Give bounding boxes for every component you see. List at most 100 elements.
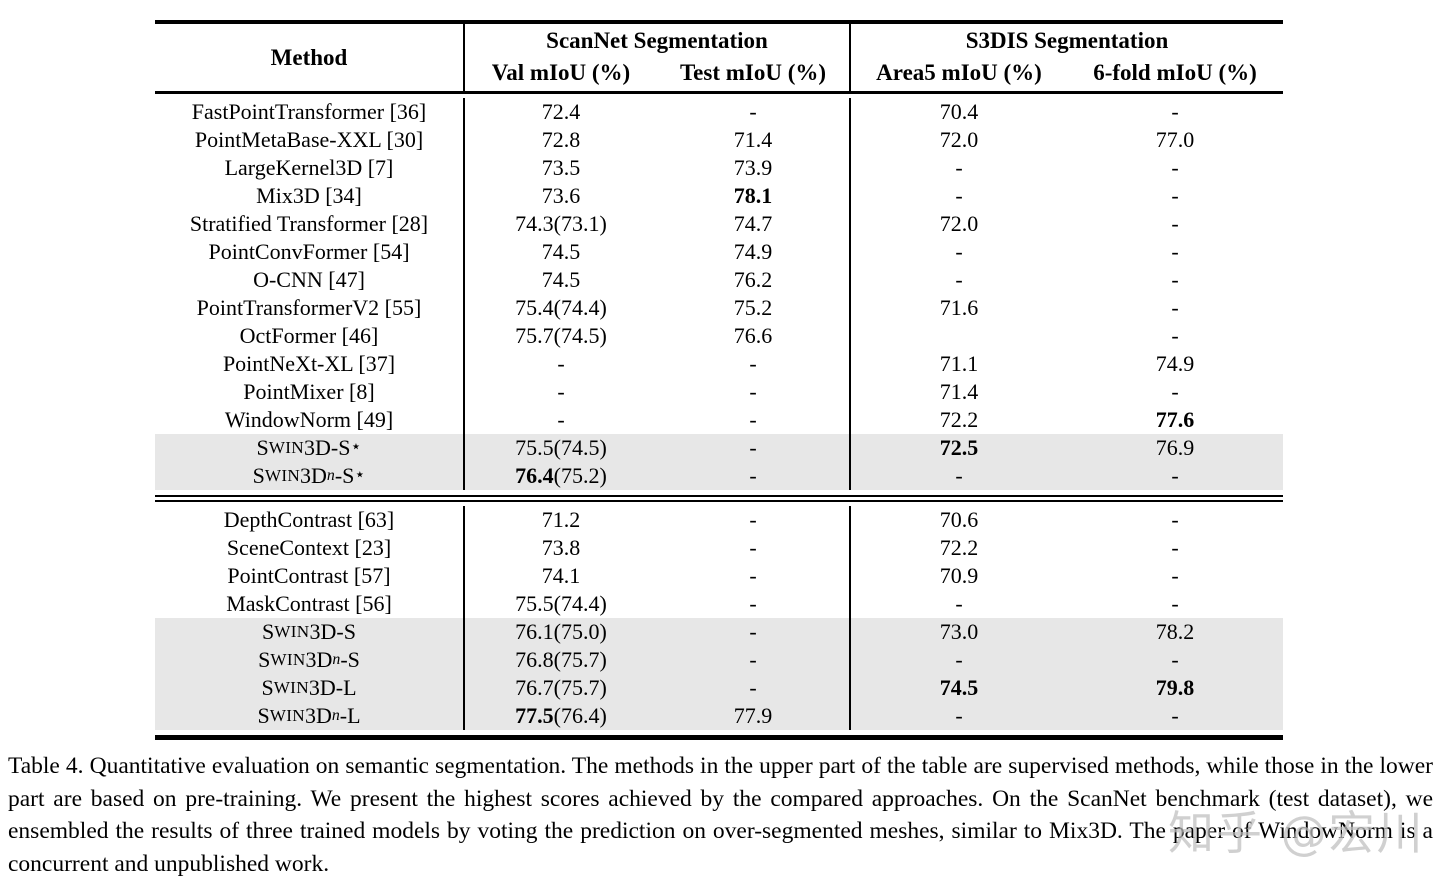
metric-value: - bbox=[1171, 239, 1179, 264]
metric-group: -- bbox=[849, 182, 1283, 210]
method-name: PointMetaBase-XXL [30] bbox=[194, 127, 424, 152]
header-test-miou: Test mIoU (%) bbox=[679, 60, 827, 85]
table-row: S WIN 3D-S ⋆ 75.5(74.5) - 72.5 76.9 bbox=[155, 434, 1283, 462]
table-row: OctFormer [46] 75.7(74.5) 76.6 - bbox=[155, 322, 1283, 350]
metric-value: 76.7(75.7) bbox=[515, 675, 607, 700]
metric-value: - bbox=[749, 463, 757, 488]
metric-group: 71.1 74.9 bbox=[849, 350, 1283, 378]
table-row: S WIN 3D-S 76.1(75.0) - 73.0 78.2 bbox=[155, 618, 1283, 646]
metric-group: 72.8 71.4 bbox=[463, 126, 849, 154]
metric-value: 77.9 bbox=[733, 703, 773, 728]
metric-value: - bbox=[1171, 99, 1179, 124]
method-name: Stratified Transformer [28] bbox=[189, 211, 429, 236]
metric-value: - bbox=[955, 647, 963, 672]
metric-value: - bbox=[749, 619, 757, 644]
table-row: WindowNorm [49] - -72.2 77.6 bbox=[155, 406, 1283, 434]
metric-value: 72.4 bbox=[541, 99, 581, 124]
metric-value: 76.9 bbox=[1155, 435, 1195, 460]
table-row: LargeKernel3D [7] 73.5 73.9- - bbox=[155, 154, 1283, 182]
metric-value: 74.5 bbox=[939, 675, 979, 700]
metric-value: 75.2 bbox=[733, 295, 773, 320]
metric-value: 71.2 bbox=[541, 507, 581, 532]
metric-group: -- bbox=[849, 154, 1283, 182]
metric-group: 73.8 - bbox=[463, 534, 849, 562]
method-name: O-CNN [47] bbox=[253, 267, 365, 292]
method-name: DepthContrast [63] bbox=[223, 507, 395, 532]
metric-group: 72.0 77.0 bbox=[849, 126, 1283, 154]
metric-group: 70.4 - bbox=[849, 98, 1283, 126]
table-section-pretraining: DepthContrast [63] 71.2-70.6- SceneContext… bbox=[155, 502, 1283, 735]
metric-value: - bbox=[1171, 703, 1179, 728]
metric-value: 71.1 bbox=[939, 351, 979, 376]
table-row: S WIN 3D n -L 77.5 (76.4) 77.9- - bbox=[155, 702, 1283, 730]
metric-group: 74.5 74.9 bbox=[463, 238, 849, 266]
model-subscript: n bbox=[332, 651, 341, 668]
header-group-s3dis: S3DIS Segmentation Area5 mIoU (%) 6-fold… bbox=[849, 24, 1283, 91]
metric-value: - bbox=[749, 435, 757, 460]
smallcaps-text: WIN bbox=[274, 622, 310, 641]
metric-value: 73.0 bbox=[939, 619, 979, 644]
metric-group: -- bbox=[849, 590, 1283, 618]
metric-value: 77.5 (76.4) bbox=[515, 703, 607, 728]
metric-value: 72.5 bbox=[939, 435, 979, 460]
metric-group: -- bbox=[463, 350, 849, 378]
method-name: LargeKernel3D [7] bbox=[224, 155, 394, 180]
metric-value: 74.1 bbox=[541, 563, 581, 588]
metric-group: -- bbox=[849, 702, 1283, 730]
metric-value: 72.0 bbox=[939, 211, 979, 236]
metric-group: 74.1 - bbox=[463, 562, 849, 590]
metric-value: - bbox=[1171, 535, 1179, 560]
method-name: SceneContext [23] bbox=[226, 535, 392, 560]
table-row: PointContrast [57] 74.1 - 70.9 - bbox=[155, 562, 1283, 590]
table-row: S WIN 3D n -S 76.8(75.7) - - - bbox=[155, 646, 1283, 674]
metric-value: 72.2 bbox=[939, 535, 979, 560]
metric-value: - bbox=[1171, 591, 1179, 616]
metric-value: 76.4 (75.2) bbox=[515, 463, 607, 488]
metric-value: - bbox=[1171, 507, 1179, 532]
smallcaps-text: WIN bbox=[269, 706, 305, 725]
model-subscript: n bbox=[326, 467, 335, 484]
method-name: S WIN 3D-L bbox=[261, 675, 357, 700]
metric-value: - bbox=[1171, 183, 1179, 208]
header-scannet-title: ScanNet Segmentation bbox=[546, 28, 768, 53]
metric-value: 75.5(74.5) bbox=[515, 435, 607, 460]
metric-value: - bbox=[955, 703, 963, 728]
metric-group: 76.8(75.7) - bbox=[463, 646, 849, 674]
metric-value: 73.5 bbox=[541, 155, 581, 180]
table-row: PointConvFormer [54] 74.5 74.9- - bbox=[155, 238, 1283, 266]
method-name: OctFormer [46] bbox=[239, 323, 379, 348]
table-caption: Table 4. Quantitative evaluation on sema… bbox=[8, 753, 1433, 877]
metric-group: 75.4(74.4) 75.2 bbox=[463, 294, 849, 322]
metric-group: -- bbox=[849, 646, 1283, 674]
table-row: DepthContrast [63] 71.2 - 70.6 - bbox=[155, 506, 1283, 534]
table-header: Method ScanNet Segmentation Val mIoU (%)… bbox=[155, 24, 1283, 94]
metric-group: -- bbox=[463, 406, 849, 434]
metric-group: 72.0 - bbox=[849, 210, 1283, 238]
metric-value: - bbox=[955, 591, 963, 616]
metric-value: - bbox=[1171, 379, 1179, 404]
metric-value: 72.0 bbox=[939, 127, 979, 152]
metric-value: - bbox=[1171, 323, 1179, 348]
metric-value: 78.1 bbox=[733, 183, 773, 208]
metric-value: - bbox=[1171, 295, 1179, 320]
table-row: S WIN 3D-L 76.7(75.7) - 74.5 79.8 bbox=[155, 674, 1283, 702]
metric-value: 76.1(75.0) bbox=[515, 619, 607, 644]
metric-value: 75.7(74.5) bbox=[515, 323, 607, 348]
metric-value: - bbox=[1171, 211, 1179, 236]
metric-group: 72.2 77.6 bbox=[849, 406, 1283, 434]
metric-value: - bbox=[749, 647, 757, 672]
method-name: FastPointTransformer [36] bbox=[191, 99, 427, 124]
header-s3dis-title: S3DIS Segmentation bbox=[965, 28, 1169, 53]
method-name: MaskContrast [56] bbox=[226, 591, 392, 616]
header-group-scannet: ScanNet Segmentation Val mIoU (%) Test m… bbox=[463, 24, 849, 91]
smallcaps-text: WIN bbox=[264, 466, 301, 485]
metric-value: 75.4(74.4) bbox=[515, 295, 607, 320]
metric-group: 72.4 - bbox=[463, 98, 849, 126]
metric-value: - bbox=[557, 407, 565, 432]
header-6fold-miou: 6-fold mIoU (%) bbox=[1093, 60, 1257, 85]
metric-value: 74.5 bbox=[541, 239, 581, 264]
method-name: S WIN 3D n -S ⋆ bbox=[252, 463, 366, 488]
method-name: S WIN 3D n -S bbox=[258, 647, 360, 672]
metric-value: 76.2 bbox=[733, 267, 773, 292]
metric-value: - bbox=[749, 563, 757, 588]
